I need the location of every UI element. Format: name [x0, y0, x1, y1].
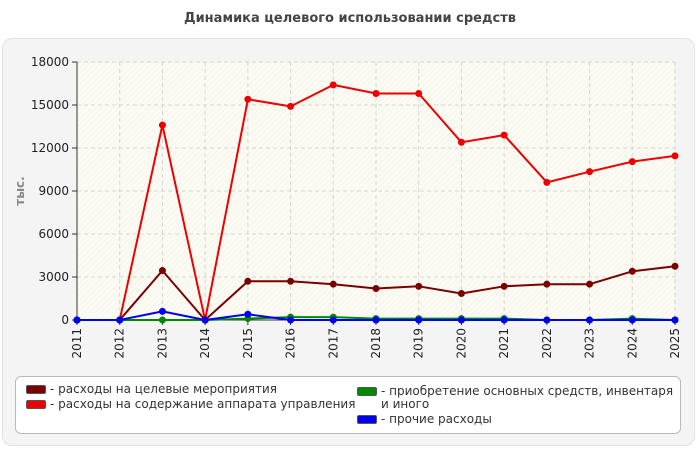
data-point [329, 316, 337, 324]
data-point [543, 316, 551, 324]
x-tick-label: 2020 [454, 328, 468, 359]
y-tick-label: 3000 [38, 270, 69, 284]
x-tick-label: 2011 [70, 328, 84, 359]
data-point [543, 280, 551, 288]
data-point [500, 316, 508, 324]
data-point [158, 267, 166, 275]
data-point [329, 81, 337, 89]
x-tick-label: 2019 [412, 328, 426, 359]
data-point [543, 178, 551, 186]
y-tick-label: 0 [61, 313, 69, 327]
x-tick-label: 2018 [369, 328, 383, 359]
legend-swatch [357, 387, 377, 396]
data-point [500, 131, 508, 139]
x-tick-label: 2013 [155, 328, 169, 359]
data-point [158, 121, 166, 129]
data-point [457, 138, 465, 146]
y-axis-label: тыс. [13, 176, 27, 205]
y-tick-label: 9000 [38, 184, 69, 198]
y-tick-label: 12000 [31, 141, 69, 155]
legend: - расходы на целевые мероприятия - расхо… [15, 376, 681, 434]
chart-title: Динамика целевого использовании средств [184, 11, 516, 26]
x-tick-label: 2025 [668, 328, 682, 359]
data-point [415, 282, 423, 290]
data-point [372, 90, 380, 98]
data-point [628, 158, 636, 166]
data-point [586, 316, 594, 324]
data-point [586, 168, 594, 176]
series-group [73, 81, 679, 324]
x-tick-label: 2023 [583, 328, 597, 359]
data-point [158, 307, 166, 315]
data-point [73, 316, 81, 324]
y-tick-label: 15000 [31, 98, 69, 112]
data-point [287, 316, 295, 324]
x-tick-label: 2021 [497, 328, 511, 359]
y-tick-label: 18000 [31, 55, 69, 69]
data-point [671, 152, 679, 160]
x-tick-label: 2022 [540, 328, 554, 359]
data-point [244, 310, 252, 318]
x-tick-label: 2016 [284, 328, 298, 359]
legend-swatch [26, 385, 46, 394]
data-point [372, 316, 380, 324]
data-point [287, 102, 295, 110]
data-point [415, 316, 423, 324]
data-point [500, 282, 508, 290]
data-point [329, 280, 337, 288]
data-point [415, 90, 423, 98]
data-point [671, 262, 679, 270]
legend-label: - приобретение основных средств, инвента… [381, 384, 674, 411]
data-point [287, 277, 295, 285]
data-point [628, 316, 636, 324]
x-tick-label: 2017 [326, 328, 340, 359]
legend-swatch [357, 415, 377, 424]
data-point [244, 277, 252, 285]
x-tick-label: 2012 [113, 328, 127, 359]
data-point [158, 316, 166, 324]
x-tick-labels: 2011 2012 2013 2014 2015 2016 2017 2018 2019 2020… [70, 328, 682, 359]
grid [77, 61, 676, 320]
x-tick-label: 2015 [241, 328, 255, 359]
legend-swatch [26, 400, 46, 409]
data-point [628, 267, 636, 275]
data-point [201, 316, 209, 324]
legend-label: - расходы на содержание аппарата управле… [50, 397, 356, 411]
legend-label: - прочие расходы [381, 412, 492, 426]
legend-label: - расходы на целевые мероприятия [50, 382, 277, 396]
data-point [244, 95, 252, 103]
y-tick-label: 6000 [38, 227, 69, 241]
x-tick-label: 2024 [625, 328, 639, 359]
y-tick-labels: 0 3000 6000 9000 12000 15000 18000 [31, 55, 69, 327]
data-point [457, 289, 465, 297]
x-tick-label: 2014 [198, 328, 212, 359]
data-point [372, 284, 380, 292]
data-point [116, 316, 124, 324]
data-point [671, 316, 679, 324]
data-point [586, 280, 594, 288]
data-point [457, 316, 465, 324]
